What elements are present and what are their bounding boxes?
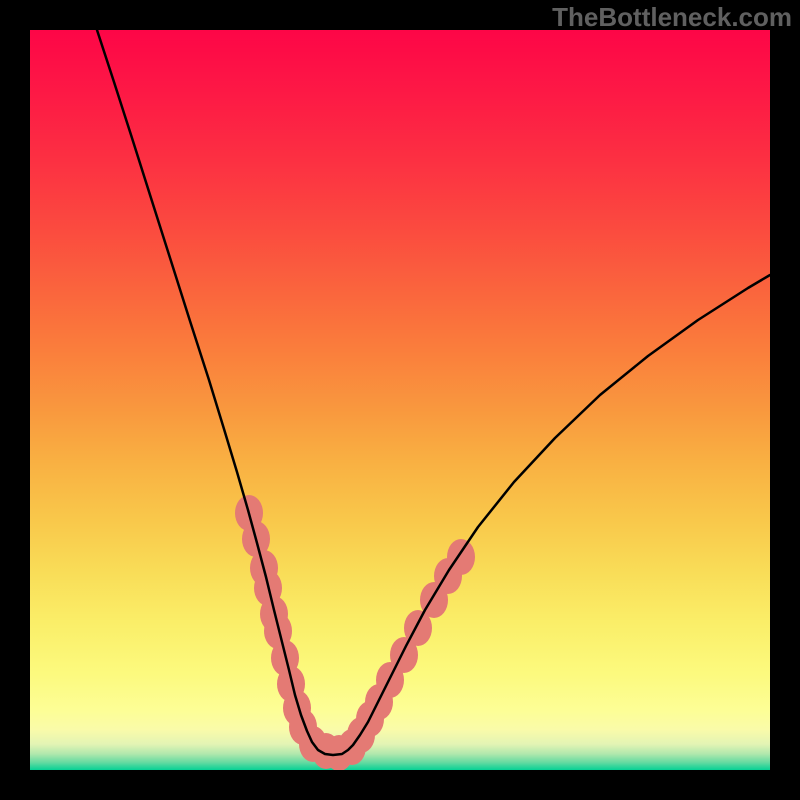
- chart-plot-area: [30, 30, 770, 770]
- chart-svg: [30, 30, 770, 770]
- watermark-text: TheBottleneck.com: [552, 2, 792, 33]
- marker-blob: [447, 539, 475, 575]
- chart-frame: TheBottleneck.com: [0, 0, 800, 800]
